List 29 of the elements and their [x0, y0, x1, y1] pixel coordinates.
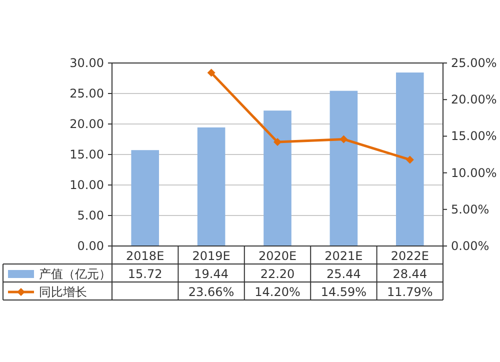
y-tick-label: 5.00 [77, 208, 104, 222]
y-tick-label: 20.00 [70, 117, 104, 131]
x-tick-label: 2018E [126, 249, 164, 263]
y2-tick-label: 25.00% [451, 56, 497, 70]
data-label: 22.20 [260, 267, 295, 281]
data-label: 14.59% [320, 285, 367, 299]
legend-label: 同比增长 [39, 285, 87, 299]
y2-tick-label: 20.00% [451, 92, 497, 107]
x-tick-label: 2019E [192, 249, 230, 263]
y2-tick-label: 10.00% [451, 166, 497, 180]
data-label: 15.72 [128, 267, 162, 281]
data-label: 23.66% [188, 285, 234, 299]
data-label: 28.44 [392, 267, 428, 281]
y2-tick-label: 5.00% [451, 202, 490, 216]
y-tick-label: 15.00 [70, 148, 104, 162]
y-tick-label: 25.00 [70, 86, 104, 100]
x-tick-label: 2021E [324, 249, 363, 263]
data-label: 25.44 [326, 267, 361, 281]
x-tick-label: 2022E [390, 249, 429, 263]
y-tick-label: 10.00 [70, 178, 104, 192]
y2-tick-label: 0.00% [451, 239, 490, 253]
data-label: 19.44 [194, 267, 228, 281]
y-tick-label: 30.00 [70, 56, 104, 70]
data-label: 14.20% [254, 285, 300, 299]
y-tick-label: 0.00 [77, 239, 104, 253]
x-tick-label: 2020E [258, 249, 297, 263]
y2-tick-label: 15.00% [451, 129, 497, 144]
data-label: 11.79% [387, 285, 433, 299]
legend-label: 产值（亿元） [39, 267, 111, 281]
